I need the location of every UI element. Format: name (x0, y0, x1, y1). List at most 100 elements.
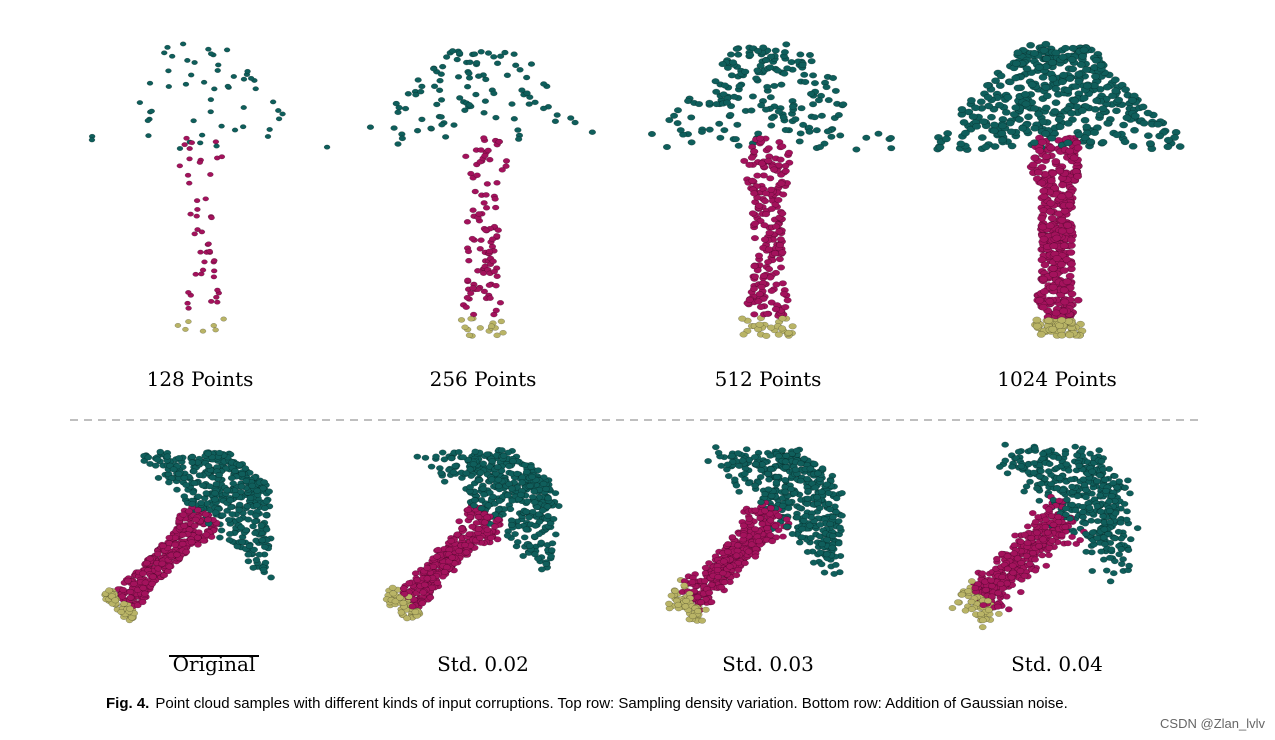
point (394, 109, 402, 116)
point (764, 486, 773, 493)
point (1038, 73, 1048, 81)
point (958, 591, 966, 598)
point (724, 473, 733, 480)
point (187, 72, 195, 78)
point (190, 522, 199, 529)
point (1059, 71, 1069, 79)
point (237, 524, 246, 531)
point (188, 453, 197, 460)
point (795, 138, 804, 145)
point (111, 597, 120, 604)
point (779, 191, 788, 198)
point (427, 125, 435, 132)
point (1037, 138, 1047, 146)
point (191, 231, 198, 237)
point (235, 501, 244, 508)
point (480, 135, 488, 141)
point (1093, 478, 1101, 485)
point (480, 288, 489, 295)
point (1073, 172, 1083, 180)
point (739, 522, 748, 529)
point (531, 551, 539, 558)
point (1058, 531, 1066, 538)
point (1034, 63, 1044, 71)
point (831, 561, 840, 568)
point (800, 71, 809, 78)
point (773, 473, 781, 481)
point (215, 471, 224, 479)
point (981, 143, 991, 151)
point (1111, 87, 1121, 95)
point (486, 295, 494, 301)
point (1091, 57, 1101, 64)
point (196, 159, 204, 165)
point (398, 135, 407, 142)
point (183, 135, 190, 141)
point (218, 123, 225, 129)
point (1074, 77, 1084, 85)
point (764, 157, 773, 164)
point (483, 181, 491, 187)
point (185, 508, 193, 515)
point (487, 323, 496, 330)
point (544, 512, 552, 519)
point (956, 140, 966, 148)
point (766, 324, 776, 331)
point (251, 530, 259, 537)
point (430, 83, 439, 90)
point (1119, 121, 1129, 129)
point (200, 79, 208, 85)
point (484, 50, 493, 56)
point (1063, 496, 1071, 503)
point (483, 514, 492, 521)
point (1048, 325, 1058, 333)
point (733, 542, 742, 549)
point (165, 563, 174, 570)
point (834, 111, 843, 119)
point (204, 450, 213, 457)
point (218, 512, 227, 519)
point (474, 525, 483, 533)
point (1082, 82, 1092, 90)
point (189, 489, 198, 496)
point (1153, 120, 1163, 128)
point (480, 491, 488, 498)
point (874, 130, 883, 137)
point (782, 516, 791, 523)
point (185, 319, 192, 325)
point (476, 534, 484, 541)
point (1041, 104, 1051, 112)
point (770, 82, 779, 90)
point (694, 608, 702, 615)
point (215, 62, 222, 68)
point (813, 494, 821, 501)
point (260, 479, 269, 486)
point (755, 202, 764, 209)
point (211, 496, 219, 503)
point (197, 249, 204, 255)
point (1076, 537, 1085, 544)
point (144, 454, 153, 461)
point (437, 97, 446, 103)
point (747, 107, 756, 114)
point (490, 90, 498, 97)
point (144, 118, 152, 124)
point (757, 499, 765, 506)
point (1070, 97, 1080, 105)
point (998, 122, 1007, 130)
point (212, 139, 220, 145)
point (474, 73, 483, 79)
point (732, 552, 741, 559)
point-clouds (88, 40, 1185, 631)
point (777, 180, 786, 187)
point (754, 47, 763, 55)
point (1005, 78, 1015, 86)
point (467, 290, 475, 297)
point (475, 211, 483, 217)
point (665, 116, 674, 124)
point (279, 111, 286, 117)
point (1064, 540, 1072, 547)
point (413, 453, 422, 460)
point (188, 459, 197, 466)
point (1008, 463, 1016, 470)
